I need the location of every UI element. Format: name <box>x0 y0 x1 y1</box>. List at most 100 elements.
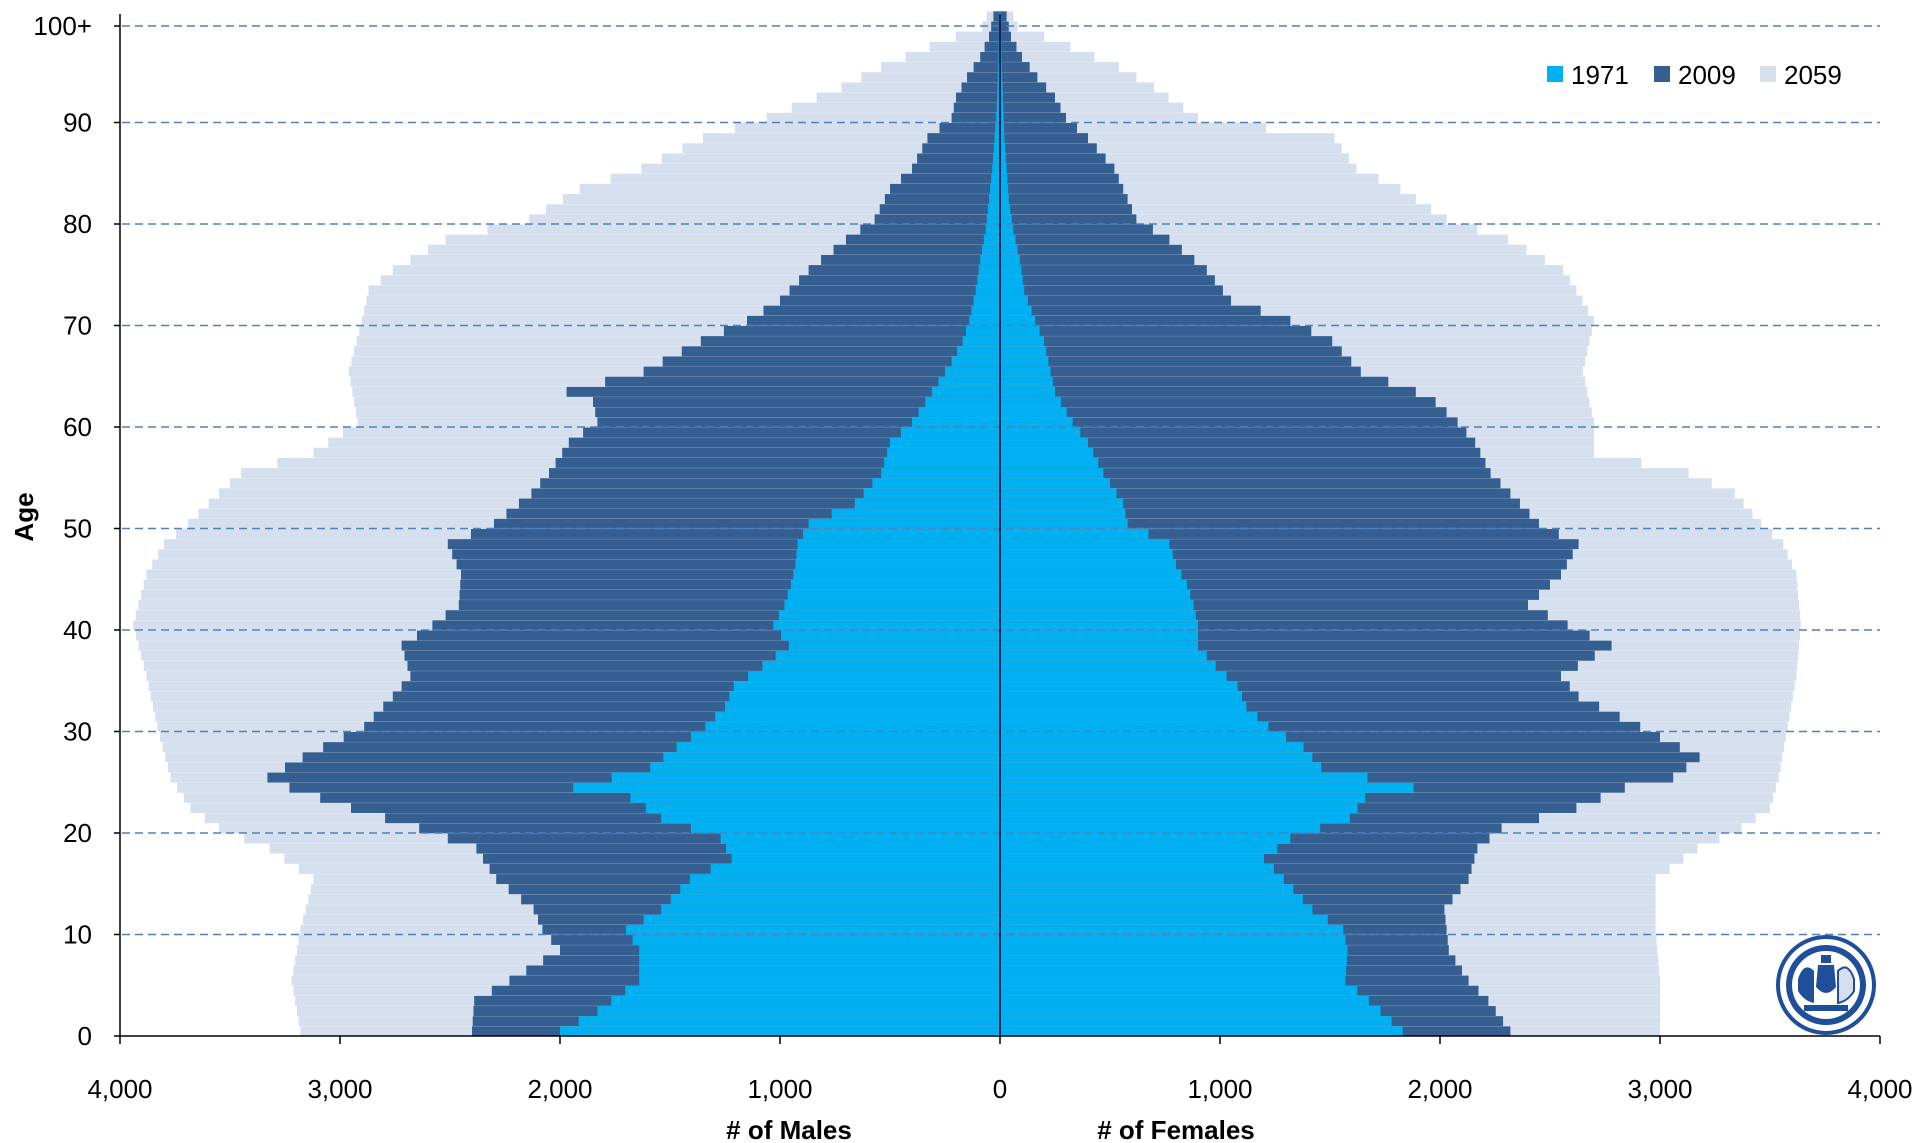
bar-2009-male-age-97 <box>984 41 1000 52</box>
bar-2009-male-age-87 <box>922 143 1000 154</box>
bar-1971-female-age-22 <box>1000 803 1358 813</box>
bar-2059-female-age-94 <box>1000 72 1137 83</box>
bar-2009-male-age-72 <box>780 295 1000 306</box>
bar-1971-female-age-29 <box>1000 732 1286 742</box>
bar-2009-female-age-89 <box>1000 123 1077 133</box>
bar-2009-female-age-71 <box>1000 305 1261 316</box>
bar-1971-female-age-65 <box>1000 366 1051 377</box>
bar-1971-female-age-3 <box>1000 995 1369 1006</box>
bar-1971-male-age-27 <box>663 752 1000 763</box>
bar-2059-male-age-69 <box>359 326 1000 336</box>
bar-1971-male-age-94 <box>997 72 1000 83</box>
bar-1971-male-age-5 <box>639 975 1000 986</box>
x-tick-label: 4,000 <box>87 1074 152 1104</box>
bar-2009-female-age-45 <box>1000 569 1561 580</box>
bar-2059-male-age-67 <box>354 346 1001 357</box>
bar-1971-male-age-37 <box>775 650 1000 661</box>
bar-1971-male-age-92 <box>997 92 1000 103</box>
bar-2009-male-age-90 <box>951 112 1000 123</box>
bar-2009-female-age-66 <box>1000 356 1352 367</box>
bar-1971-female-age-54 <box>1000 478 1110 489</box>
bar-1971-male-age-32 <box>725 701 1000 712</box>
x-tick-label: 0 <box>993 1074 1007 1104</box>
bar-2009-male-age-46 <box>456 559 1001 570</box>
y-tick-label: 80 <box>63 209 92 239</box>
y-tick-label: 70 <box>63 311 92 341</box>
bar-1971-female-age-13 <box>1000 894 1303 905</box>
bar-1971-female-age-40 <box>1000 620 1198 631</box>
bar-2009-female-age-80 <box>1000 214 1137 225</box>
bar-2009-female-age-39 <box>1000 630 1590 641</box>
bar-1971-male-age-74 <box>977 275 1000 286</box>
bar-1971-female-age-17 <box>1000 853 1264 864</box>
bar-1971-male-age-10 <box>626 924 1000 935</box>
bar-1971-female-age-28 <box>1000 742 1304 753</box>
bar-2059-male-age-82 <box>562 194 1000 204</box>
bar-2009-male-age-45 <box>461 569 1000 580</box>
bar-2009-female-age-88 <box>1000 133 1088 144</box>
bar-1971-male-age-56 <box>884 457 1000 468</box>
bar-2009-female-age-34 <box>1000 681 1570 692</box>
bar-2009-male-age-29 <box>343 732 1001 742</box>
y-tick-label: 50 <box>63 514 92 544</box>
bar-1971-male-age-35 <box>748 671 1000 682</box>
bar-2009-female-age-58 <box>1000 437 1476 448</box>
bar-2009-female-age-62 <box>1000 397 1436 407</box>
bar-1971-female-age-49 <box>1000 529 1149 539</box>
bar-1971-male-age-22 <box>645 803 1000 813</box>
bar-2009-female-age-26 <box>1000 762 1687 773</box>
bar-1971-male-age-15 <box>689 874 1000 885</box>
bar-1971-female-age-11 <box>1000 914 1328 925</box>
bar-2009-female-age-92 <box>1000 92 1055 103</box>
bar-1971-female-age-62 <box>1000 397 1061 407</box>
bar-1971-female-age-26 <box>1000 762 1322 773</box>
bar-1971-female-age-31 <box>1000 711 1258 722</box>
bar-1971-female-age-23 <box>1000 792 1366 803</box>
y-tick-label: 20 <box>63 818 92 848</box>
bar-2009-male-age-85 <box>912 163 1000 174</box>
bar-1971-female-age-58 <box>1000 437 1088 448</box>
bar-2009-female-age-48 <box>1000 539 1579 550</box>
y-tick-label: 30 <box>63 717 92 747</box>
bar-1971-female-age-50 <box>1000 518 1128 529</box>
bar-2009-female-age-28 <box>1000 742 1680 753</box>
bar-2059-male-age-95 <box>881 62 1000 73</box>
bar-1971-male-age-73 <box>975 285 1000 296</box>
bar-1971-male-age-68 <box>962 336 1000 347</box>
x-axis-title-males: # of Males <box>726 1115 852 1143</box>
bar-1971-female-age-35 <box>1000 671 1227 682</box>
bar-1971-male-age-19 <box>720 833 1000 844</box>
bar-1971-female-age-18 <box>1000 843 1278 854</box>
bar-1971-male-age-20 <box>690 823 1000 834</box>
bar-2009-female-age-69 <box>1000 326 1312 336</box>
bar-2059-male-age-94 <box>861 72 1000 83</box>
bar-2009-female-age-75 <box>1000 265 1207 276</box>
bar-2009-male-age-49 <box>470 529 1000 539</box>
bar-1971-male-age-16 <box>710 863 1000 874</box>
bar-2059-female-age-76 <box>1000 254 1545 265</box>
bar-2009-male-age-81 <box>879 204 1000 215</box>
bar-2059-male-age-72 <box>366 295 1000 306</box>
bar-2009-female-age-64 <box>1000 376 1389 387</box>
bar-1971-female-age-86 <box>1000 153 1006 164</box>
bar-1971-female-age-5 <box>1000 975 1346 986</box>
y-tick-label: 60 <box>63 412 92 442</box>
bar-1971-female-age-4 <box>1000 985 1358 996</box>
bar-2059-male-age-90 <box>766 112 1000 123</box>
bar-2059-male-age-74 <box>380 275 1000 286</box>
bar-1971-female-age-46 <box>1000 559 1176 570</box>
bar-2009-male-age-60 <box>597 417 1000 428</box>
y-tick-label: 0 <box>78 1021 92 1051</box>
bar-2009-female-age-76 <box>1000 254 1195 265</box>
bar-1971-male-age-71 <box>971 305 1000 316</box>
bar-1971-female-age-76 <box>1000 254 1020 265</box>
bar-1971-male-age-2 <box>597 1006 1000 1016</box>
bar-2059-male-age-89 <box>734 123 1000 133</box>
bar-1971-female-age-87 <box>1000 143 1006 154</box>
bar-2009-female-age-96 <box>1000 51 1022 62</box>
bar-2059-male-age-84 <box>610 173 1000 184</box>
axes <box>114 14 1881 1044</box>
bar-2059-male-age-97 <box>929 41 1000 52</box>
bar-2059-male-age-85 <box>641 163 1000 174</box>
bar-1971-female-age-6 <box>1000 965 1347 976</box>
